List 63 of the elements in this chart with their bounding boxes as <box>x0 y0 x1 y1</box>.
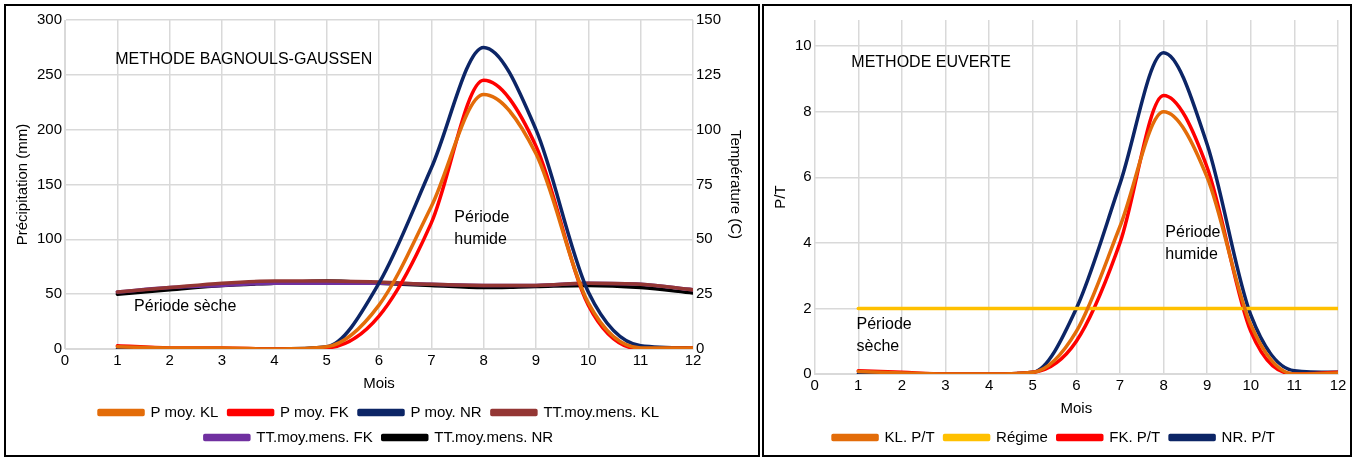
y2-tick-label: 25 <box>695 284 713 302</box>
x-tick-label: 11 <box>632 351 649 369</box>
x-tick-label: 2 <box>897 376 907 394</box>
y-tick-label: 250 <box>37 64 63 82</box>
legend-label: TT.moy.mens. NR <box>434 427 554 445</box>
legend-label: P moy. NR <box>410 402 482 420</box>
x-tick-label: 3 <box>941 376 950 394</box>
annotation: Période sèche <box>134 296 237 314</box>
legend-label: TT.moy.mens. KL <box>543 402 659 420</box>
legend-label: NR. P/T <box>1221 427 1275 445</box>
x-tick-label: 2 <box>165 351 174 369</box>
legend-label: TT.moy.mens. FK <box>256 427 373 445</box>
y-tick-label: 300 <box>37 10 63 28</box>
x-tick-label: 12 <box>1329 376 1347 394</box>
y-tick-label: 4 <box>803 233 812 251</box>
y2-tick-label: 125 <box>695 64 721 82</box>
annotation: METHODE BAGNOULS-GAUSSEN <box>115 49 373 67</box>
y-tick-label: 6 <box>803 167 812 185</box>
legend-label: KL. P/T <box>884 427 935 445</box>
annotation: METHODE EUVERTE <box>851 52 1012 70</box>
x-tick-label: 10 <box>579 351 597 369</box>
x-tick-label: 8 <box>479 351 488 369</box>
annotation: Période sèche <box>856 314 912 354</box>
x-tick-label: 10 <box>1242 376 1260 394</box>
y-tick-label: 0 <box>53 339 63 357</box>
x-tick-label: 5 <box>1028 376 1037 394</box>
legend-label: P moy. KL <box>150 402 219 420</box>
y-tick-label: 200 <box>37 119 63 137</box>
x-tick-label: 6 <box>374 351 384 369</box>
x-tick-label: 3 <box>217 351 227 369</box>
annotation: Période humide <box>454 207 510 247</box>
x-tick-label: 1 <box>113 351 122 369</box>
y-axis-title: Précipitation (mm) <box>13 123 31 246</box>
x-tick-label: 5 <box>322 351 331 369</box>
x-tick-label: 4 <box>270 351 279 369</box>
y-axis-title: P/T <box>771 185 789 209</box>
x-tick-label: 8 <box>1159 376 1168 394</box>
y2-tick-label: 50 <box>695 229 713 247</box>
legend-label: P moy. FK <box>280 402 349 420</box>
y2-tick-label: 150 <box>695 10 721 28</box>
annotation: Période humide <box>1165 222 1221 262</box>
y-tick-label: 50 <box>45 284 63 302</box>
x-tick-label: 7 <box>427 351 436 369</box>
x-axis-title: Mois <box>363 374 395 392</box>
legend-label: FK. P/T <box>1109 427 1161 445</box>
x-tick-label: 6 <box>1072 376 1081 394</box>
x-tick-label: 9 <box>1203 376 1212 394</box>
x-tick-label: 9 <box>531 351 541 369</box>
x-tick-label: 11 <box>1286 376 1303 394</box>
x-axis-title: Mois <box>1060 399 1093 417</box>
y-tick-label: 10 <box>795 36 812 54</box>
x-tick-label: 7 <box>1115 376 1125 394</box>
legend-label: Régime <box>996 427 1048 445</box>
y-tick-label: 100 <box>37 229 63 247</box>
y-tick-label: 0 <box>803 364 812 382</box>
y2-tick-label: 100 <box>695 119 721 137</box>
y2-axis-title: Température (C) <box>727 129 745 240</box>
x-tick-label: 1 <box>854 376 863 394</box>
y2-tick-label: 75 <box>695 174 713 192</box>
x-tick-label: 4 <box>984 376 994 394</box>
y-tick-label: 150 <box>37 174 63 192</box>
y-tick-label: 2 <box>803 298 812 316</box>
y-tick-label: 8 <box>803 101 812 119</box>
